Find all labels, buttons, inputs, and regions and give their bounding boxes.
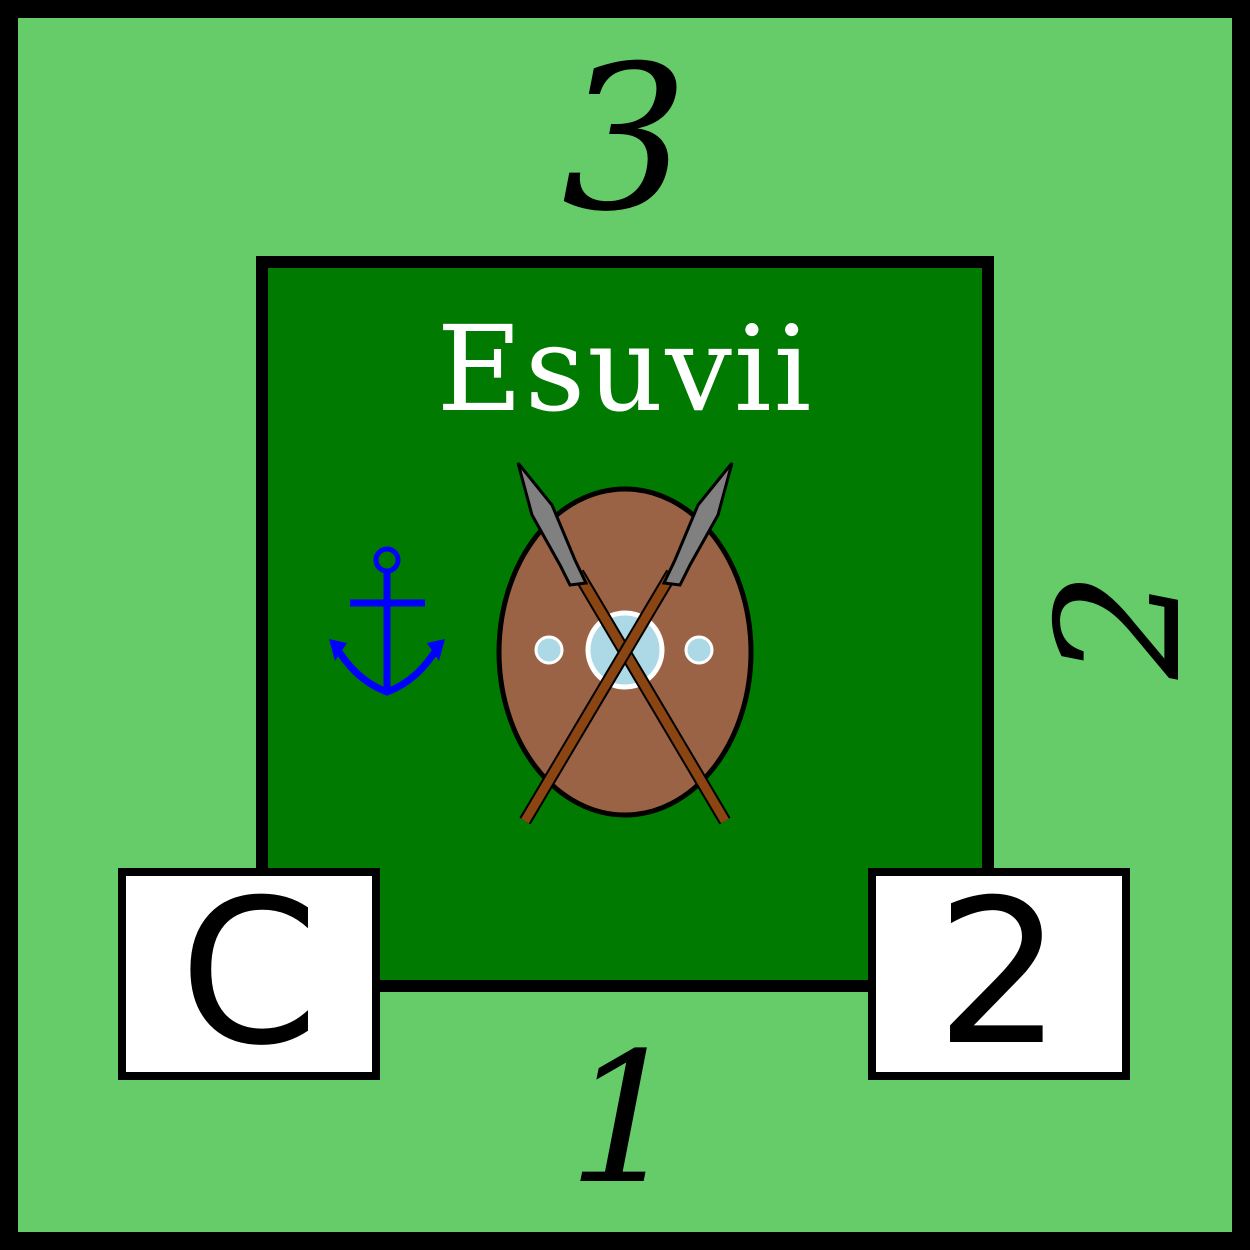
edge-number-bottom: 1 bbox=[567, 1015, 683, 1224]
anchor-icon bbox=[329, 546, 445, 696]
shield-with-crossed-spears-icon bbox=[496, 462, 754, 825]
value-box: 2 bbox=[868, 868, 1130, 1080]
edge-number-top: 3 bbox=[561, 23, 689, 256]
edge-number-right: 2 bbox=[1021, 570, 1219, 680]
class-label-box: C bbox=[118, 868, 380, 1080]
tribe-name: Esuvii bbox=[436, 300, 814, 438]
